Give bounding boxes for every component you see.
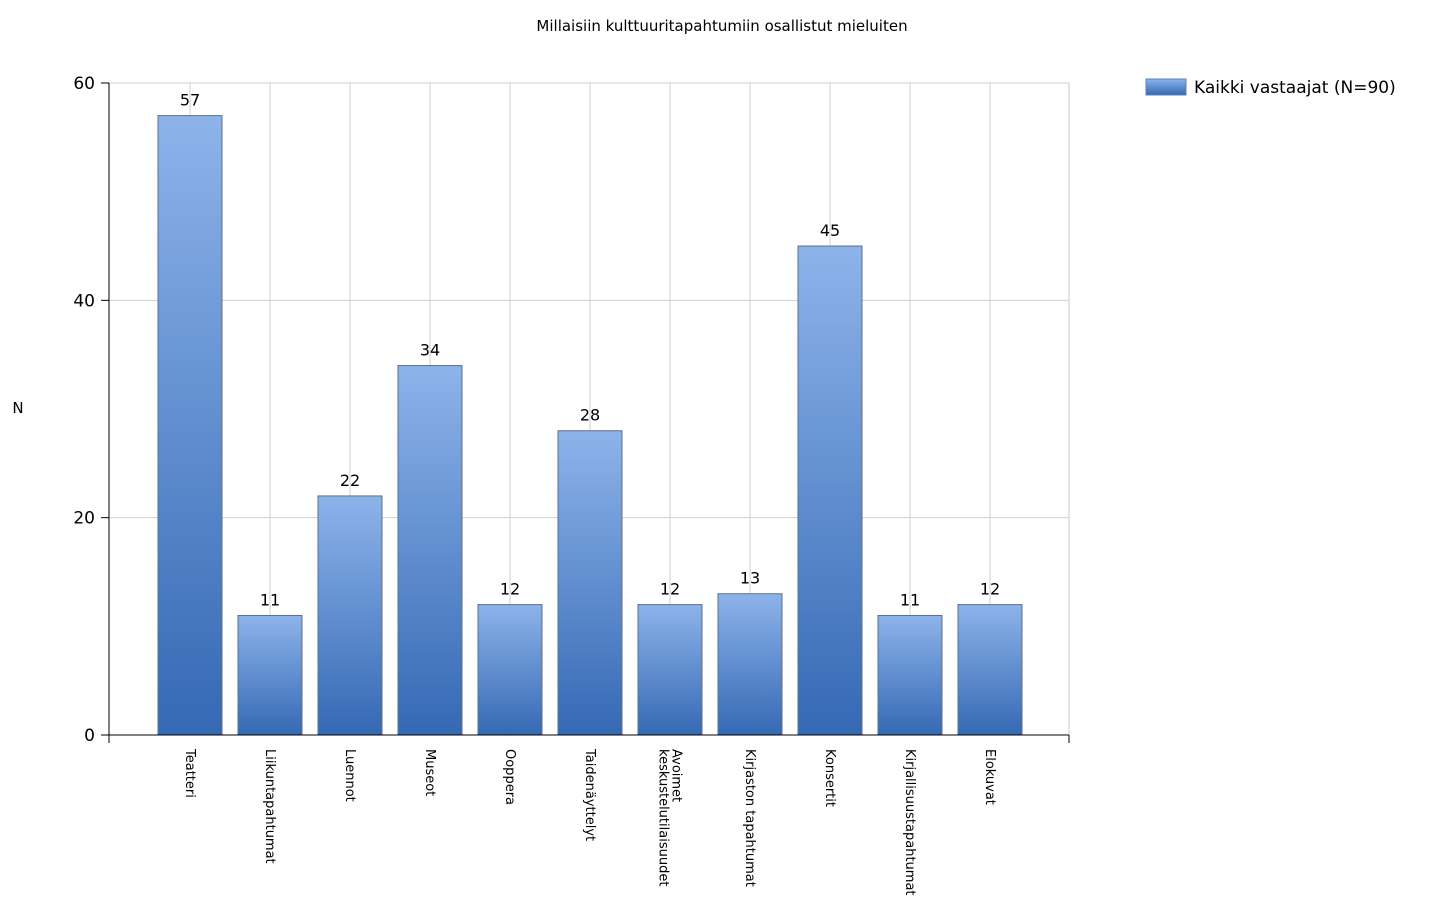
bar <box>797 245 863 736</box>
bar <box>957 604 1023 736</box>
data-label: 12 <box>660 580 680 599</box>
x-tick-label: Liikuntapahtumat <box>262 749 277 864</box>
x-tick-label: Elokuvat <box>982 749 997 805</box>
data-label: 22 <box>340 471 360 490</box>
bar <box>557 430 623 736</box>
x-tick-label: Museot <box>422 749 437 796</box>
legend-label: Kaikki vastaajat (N=90) <box>1194 78 1396 98</box>
bar <box>717 593 783 736</box>
bar <box>877 614 943 736</box>
x-tick-label: Ooppera <box>502 749 517 805</box>
y-tick-label: 60 <box>73 74 95 94</box>
bar <box>477 604 543 736</box>
bar <box>397 365 463 736</box>
x-tick-label: Avoimetkeskustelutilaisuudet <box>656 749 684 886</box>
data-label: 34 <box>420 341 440 360</box>
x-tick-label: Konsertit <box>822 749 837 807</box>
data-label: 28 <box>580 406 600 425</box>
y-tick-label: 0 <box>84 726 95 746</box>
bar <box>317 495 383 736</box>
bar <box>637 604 703 736</box>
x-tick-label: Taidenäyttelyt <box>582 748 597 841</box>
data-label: 45 <box>820 221 840 240</box>
bar <box>157 115 223 736</box>
x-tick-label: Luennot <box>342 749 357 802</box>
data-label: 11 <box>260 590 280 609</box>
x-tick-label: Kirjallisuustapahtumat <box>902 749 917 896</box>
data-label: 11 <box>900 590 920 609</box>
x-tick-label: Teatteri <box>182 748 197 798</box>
x-tick-label: Kirjaston tapahtumat <box>742 749 757 887</box>
y-tick-label: 20 <box>73 509 95 529</box>
y-axis-label: N <box>12 399 23 417</box>
data-label: 57 <box>180 91 200 110</box>
data-label: 12 <box>980 580 1000 599</box>
data-label: 13 <box>740 569 760 588</box>
bar <box>237 614 303 736</box>
data-label: 12 <box>500 580 520 599</box>
y-tick-label: 40 <box>73 291 95 311</box>
legend: Kaikki vastaajat (N=90) <box>1145 78 1396 98</box>
axes: 0 20 40 60 Teatteri Liikuntapahtumat Luennot Mu… <box>73 74 1070 896</box>
bars: 57 11 22 34 12 28 12 13 45 11 12 <box>157 91 1023 736</box>
chart-title: Millaisiin kulttuuritapahtumiin osallist… <box>536 17 907 35</box>
legend-swatch <box>1145 78 1187 96</box>
